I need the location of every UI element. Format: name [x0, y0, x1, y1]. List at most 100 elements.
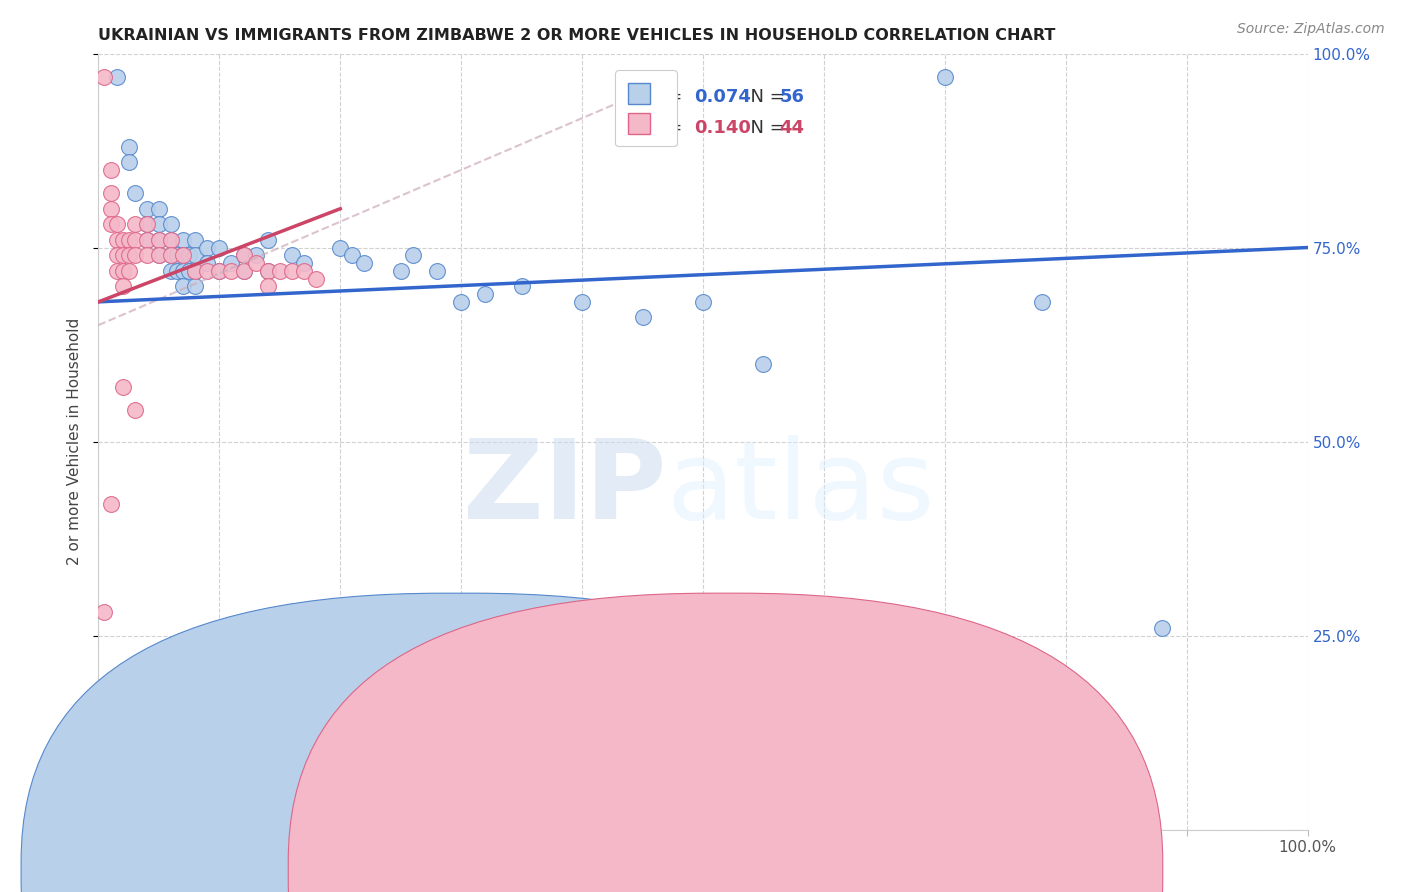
Point — [221, 264, 243, 278]
Point — [208, 264, 231, 278]
Text: 56: 56 — [779, 88, 804, 106]
Point — [124, 186, 146, 201]
Point — [160, 233, 183, 247]
Point — [166, 248, 188, 262]
Text: R =: R = — [648, 88, 688, 106]
Point — [256, 264, 278, 278]
Point — [256, 264, 278, 278]
Point — [195, 241, 218, 255]
Point — [111, 380, 134, 394]
Point — [148, 233, 170, 247]
Point — [148, 248, 170, 262]
Point — [179, 264, 201, 278]
Point — [184, 264, 207, 278]
Point — [329, 241, 352, 255]
Point — [100, 186, 122, 201]
Point — [111, 233, 134, 247]
Point — [1031, 294, 1053, 309]
Point — [221, 256, 243, 270]
Point — [256, 279, 278, 293]
Point — [118, 248, 141, 262]
Y-axis label: 2 or more Vehicles in Household: 2 or more Vehicles in Household — [67, 318, 83, 566]
Point — [353, 256, 375, 270]
Point — [692, 294, 714, 309]
Point — [100, 202, 122, 216]
Point — [105, 233, 128, 247]
Point — [148, 202, 170, 216]
Point — [135, 248, 157, 262]
Point — [631, 310, 654, 325]
Point — [305, 271, 328, 285]
Point — [245, 248, 267, 262]
Point — [179, 248, 201, 262]
Point — [111, 264, 134, 278]
Point — [124, 403, 146, 417]
Point — [281, 248, 304, 262]
Point — [256, 745, 278, 759]
Point — [160, 248, 183, 262]
Text: Ukrainians: Ukrainians — [478, 864, 560, 879]
Point — [135, 217, 157, 231]
Text: ZIP: ZIP — [464, 434, 666, 541]
Point — [195, 264, 218, 278]
Point — [208, 264, 231, 278]
Point — [111, 279, 134, 293]
Point — [195, 256, 218, 270]
Point — [256, 233, 278, 247]
Point — [184, 233, 207, 247]
Point — [172, 264, 194, 278]
Point — [118, 139, 141, 153]
Point — [93, 605, 115, 619]
Point — [100, 497, 122, 511]
Point — [166, 264, 188, 278]
Point — [342, 248, 364, 262]
Point — [184, 248, 207, 262]
Text: Source: ZipAtlas.com: Source: ZipAtlas.com — [1237, 22, 1385, 37]
Point — [105, 248, 128, 262]
Text: UKRAINIAN VS IMMIGRANTS FROM ZIMBABWE 2 OR MORE VEHICLES IN HOUSEHOLD CORRELATIO: UKRAINIAN VS IMMIGRANTS FROM ZIMBABWE 2 … — [98, 28, 1056, 43]
Point — [208, 241, 231, 255]
Point — [172, 279, 194, 293]
Text: N =: N = — [740, 88, 790, 106]
Point — [184, 279, 207, 293]
Point — [135, 202, 157, 216]
Point — [172, 248, 194, 262]
Point — [135, 233, 157, 247]
Point — [105, 70, 128, 84]
Point — [118, 155, 141, 169]
Point — [752, 357, 775, 371]
Point — [148, 233, 170, 247]
Point — [571, 294, 593, 309]
Point — [426, 264, 449, 278]
Point — [510, 279, 533, 293]
Point — [124, 217, 146, 231]
Text: 44: 44 — [779, 120, 804, 137]
Point — [148, 248, 170, 262]
Text: 0.074: 0.074 — [695, 88, 751, 106]
Point — [100, 217, 122, 231]
Point — [93, 70, 115, 84]
Point — [245, 256, 267, 270]
Legend: , : , — [616, 70, 676, 146]
Point — [148, 217, 170, 231]
Point — [232, 264, 254, 278]
Text: 0.140: 0.140 — [695, 120, 751, 137]
Point — [402, 248, 425, 262]
Point — [232, 248, 254, 262]
Point — [389, 264, 412, 278]
Point — [1152, 621, 1174, 635]
Point — [124, 233, 146, 247]
Point — [160, 233, 183, 247]
Text: Immigrants from Zimbabwe: Immigrants from Zimbabwe — [745, 864, 959, 879]
Point — [232, 264, 254, 278]
Point — [292, 264, 315, 278]
Point — [124, 248, 146, 262]
Point — [118, 233, 141, 247]
Point — [135, 217, 157, 231]
Point — [105, 264, 128, 278]
Point — [100, 163, 122, 178]
Point — [135, 233, 157, 247]
Text: N =: N = — [740, 120, 790, 137]
Point — [232, 248, 254, 262]
Point — [292, 256, 315, 270]
